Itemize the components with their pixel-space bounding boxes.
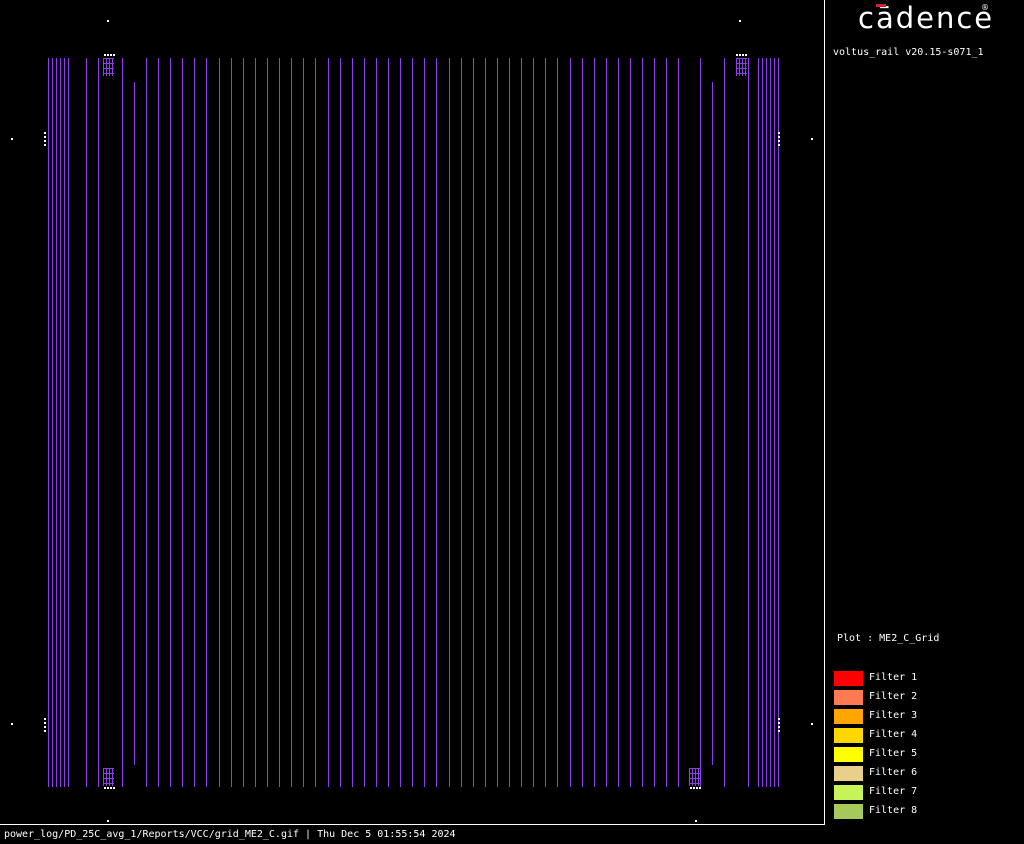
pin-marker bbox=[811, 138, 813, 140]
registered-mark: ® bbox=[981, 3, 989, 12]
side-panel: cādence ® voltus_rail v20.15-s071_1 Plot… bbox=[825, 0, 1024, 844]
filter-8-swatch bbox=[834, 804, 863, 819]
plot-title: Plot : ME2_C_Grid bbox=[837, 633, 939, 644]
report-file-path: power_log/PD_25C_avg_1/Reports/VCC/grid_… bbox=[4, 829, 300, 840]
pin-marker bbox=[690, 787, 692, 789]
filter-3-label: Filter 3 bbox=[869, 710, 918, 721]
pin-marker bbox=[107, 787, 109, 789]
pin-marker bbox=[44, 722, 46, 724]
pin-marker bbox=[107, 54, 109, 56]
filter-2-label: Filter 2 bbox=[869, 691, 918, 702]
filter-6-label: Filter 6 bbox=[869, 767, 918, 778]
pin-marker bbox=[44, 726, 46, 728]
pin-marker bbox=[778, 726, 780, 728]
pin-marker bbox=[44, 140, 46, 142]
pin-marker bbox=[736, 54, 738, 56]
pin-marker bbox=[113, 54, 115, 56]
pin-marker bbox=[739, 54, 741, 56]
filter-8-label: Filter 8 bbox=[869, 805, 918, 816]
filter-7-swatch bbox=[834, 785, 863, 800]
pin-marker bbox=[104, 54, 106, 56]
pin-marker bbox=[44, 136, 46, 138]
pin-marker bbox=[113, 787, 115, 789]
pin-marker bbox=[778, 132, 780, 134]
plot-label-prefix: Plot : bbox=[837, 633, 880, 644]
tool-version: voltus_rail v20.15-s071_1 bbox=[833, 47, 984, 58]
pin-marker bbox=[44, 132, 46, 134]
pin-marker bbox=[811, 723, 813, 725]
filter-3-swatch bbox=[834, 709, 863, 724]
pin-marker bbox=[107, 20, 109, 22]
filter-6-swatch bbox=[834, 766, 863, 781]
brand-text: cādence bbox=[858, 1, 995, 35]
filter-1-swatch bbox=[834, 671, 863, 686]
grid-plot-canvas[interactable] bbox=[0, 0, 824, 824]
logo-accent-bar bbox=[876, 4, 886, 7]
pin-marker bbox=[107, 820, 109, 822]
filter-1-label: Filter 1 bbox=[869, 672, 918, 683]
pin-marker bbox=[739, 20, 741, 22]
cadence-logo: cādence bbox=[858, 2, 994, 34]
pin-marker bbox=[110, 787, 112, 789]
pin-marker bbox=[44, 144, 46, 146]
plot-frame-bottom bbox=[0, 824, 825, 825]
pin-marker bbox=[778, 718, 780, 720]
pin-marker bbox=[11, 138, 13, 140]
filter-7-label: Filter 7 bbox=[869, 786, 918, 797]
pin-marker bbox=[745, 54, 747, 56]
pin-marker bbox=[11, 723, 13, 725]
filter-5-swatch bbox=[834, 747, 863, 762]
pin-marker bbox=[778, 722, 780, 724]
status-bar: power_log/PD_25C_avg_1/Reports/VCC/grid_… bbox=[4, 829, 456, 840]
pin-marker bbox=[44, 730, 46, 732]
pin-marker bbox=[778, 136, 780, 138]
filter-4-swatch bbox=[834, 728, 863, 743]
pin-marker bbox=[778, 144, 780, 146]
pin-marker bbox=[110, 54, 112, 56]
status-separator: | bbox=[299, 829, 318, 840]
pin-marker bbox=[696, 787, 698, 789]
plot-frame-divider bbox=[824, 0, 825, 825]
report-timestamp: Thu Dec 5 01:55:54 2024 bbox=[317, 829, 456, 840]
filter-5-label: Filter 5 bbox=[869, 748, 918, 759]
pin-marker bbox=[778, 140, 780, 142]
pin-marker bbox=[742, 54, 744, 56]
pin-marker bbox=[699, 787, 701, 789]
pin-marker bbox=[778, 730, 780, 732]
filter-2-swatch bbox=[834, 690, 863, 705]
pin-marker bbox=[44, 718, 46, 720]
filter-4-label: Filter 4 bbox=[869, 729, 918, 740]
plot-name: ME2_C_Grid bbox=[879, 633, 940, 644]
pin-marker bbox=[695, 820, 697, 822]
pin-marker bbox=[104, 787, 106, 789]
grid-plot-svg bbox=[11, 20, 813, 822]
pin-marker bbox=[693, 787, 695, 789]
